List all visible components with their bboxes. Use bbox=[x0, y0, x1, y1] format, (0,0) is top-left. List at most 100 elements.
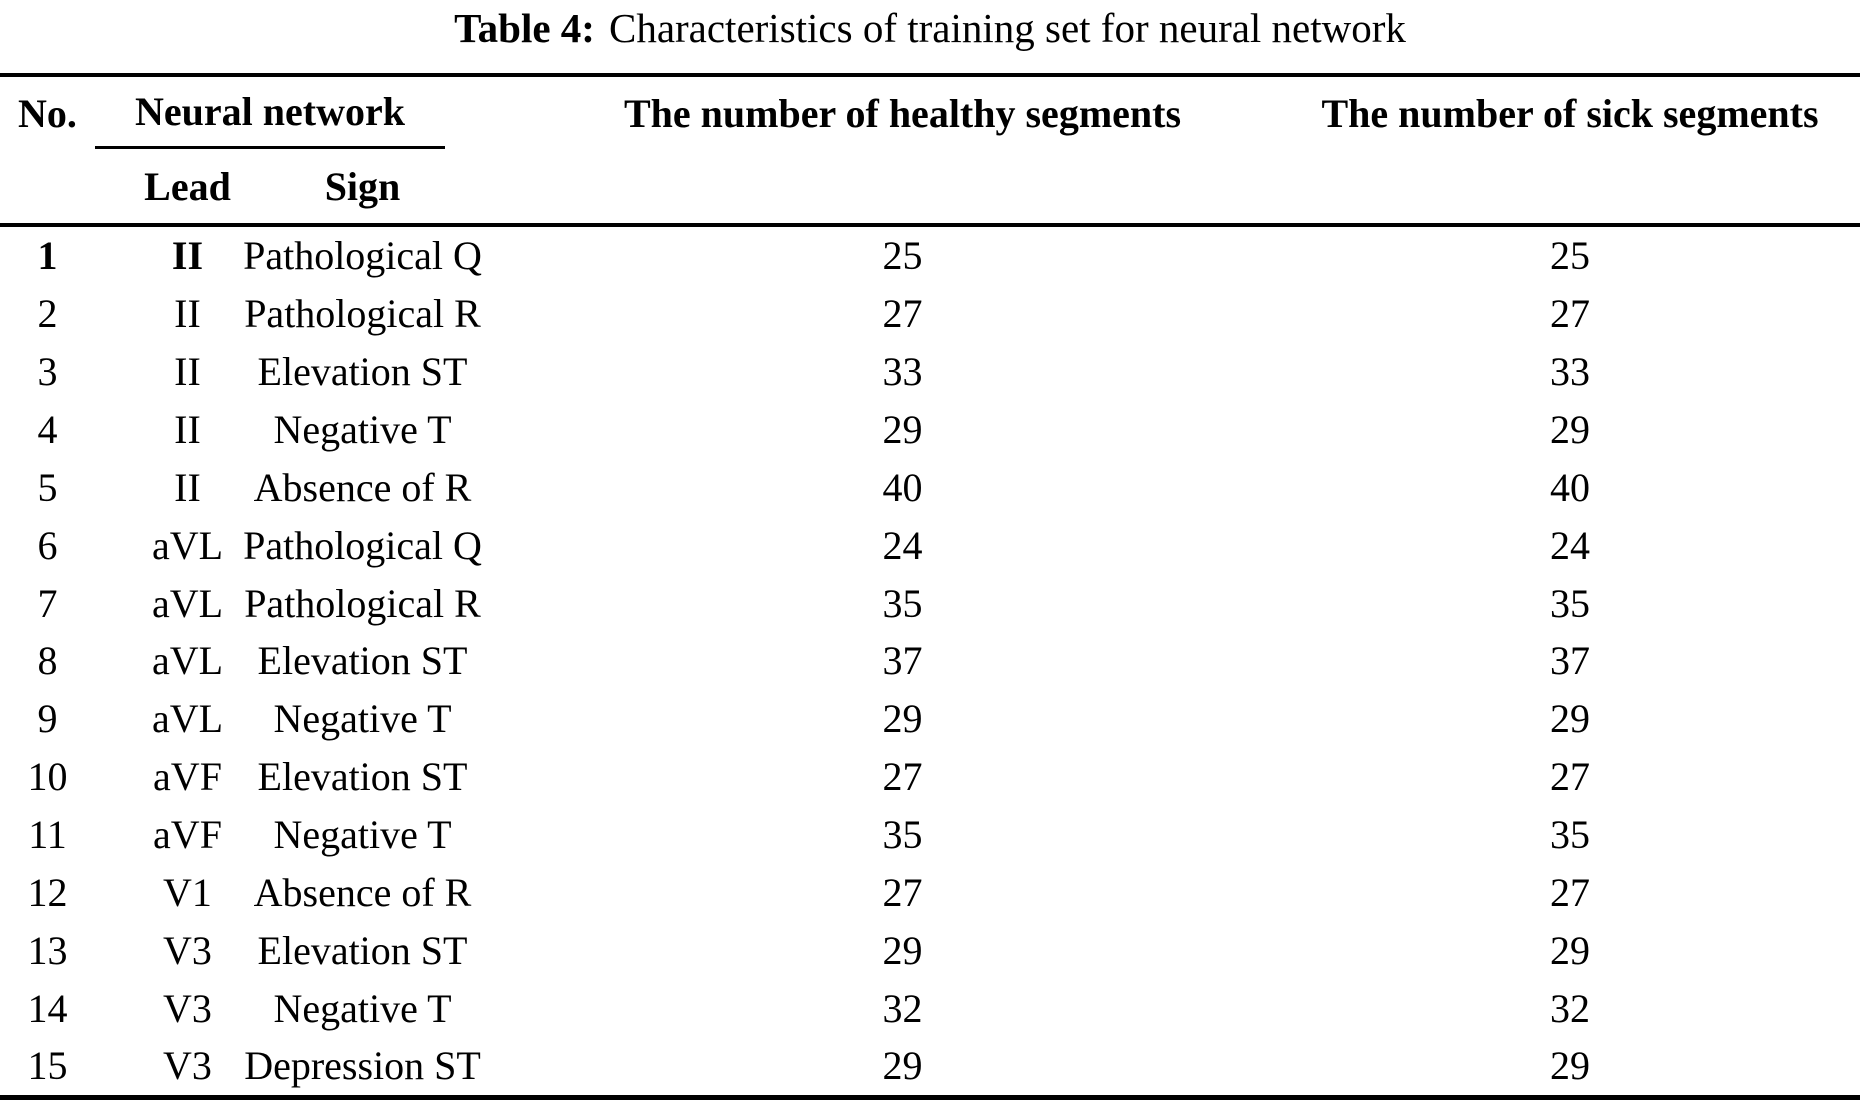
cell-healthy-segments: 33 bbox=[882, 349, 923, 395]
cell-healthy-segments: 32 bbox=[882, 985, 923, 1031]
cell-sign: Negative T bbox=[273, 407, 452, 452]
table-row: 10 aVF Elevation ST 27 27 bbox=[0, 748, 1860, 806]
cell-sick-segments: 35 bbox=[1550, 812, 1590, 858]
cell-healthy-segments: 25 bbox=[882, 233, 923, 279]
table-row: 9 aVL Negative T 29 29 bbox=[0, 690, 1860, 748]
cell-sick-segments: 32 bbox=[1550, 985, 1590, 1031]
table-row: 4 II Negative T 29 29 bbox=[0, 401, 1860, 459]
cell-no: 2 bbox=[37, 291, 58, 337]
cell-no: 15 bbox=[27, 1043, 68, 1089]
table-header-rule bbox=[0, 223, 1860, 227]
header-spacer-sick bbox=[1360, 149, 1860, 223]
table-row: 13 V3 Elevation ST 29 29 bbox=[0, 921, 1860, 979]
table-body: 1 II Pathological Q 25 25 2 II Pathologi… bbox=[0, 227, 1860, 1095]
cell-sick-segments: 27 bbox=[1550, 754, 1590, 800]
cell-healthy-segments: 29 bbox=[882, 1043, 923, 1089]
cell-lead: V3 bbox=[163, 927, 212, 973]
table-bottom-rule bbox=[0, 1094, 1860, 1100]
cell-sick-segments: 27 bbox=[1550, 869, 1590, 915]
cell-healthy-segments: 27 bbox=[882, 291, 923, 337]
cell-no: 10 bbox=[27, 754, 68, 800]
cell-no: 4 bbox=[37, 407, 58, 452]
cell-sick-segments: 37 bbox=[1550, 638, 1590, 684]
cell-sign: Elevation ST bbox=[257, 349, 468, 395]
cell-healthy-segments: 40 bbox=[882, 464, 923, 510]
cell-no: 7 bbox=[37, 580, 58, 626]
cell-healthy-segments: 29 bbox=[882, 927, 923, 973]
cell-no: 5 bbox=[37, 464, 58, 510]
column-header-healthy-segments: The number of healthy segments bbox=[623, 90, 1182, 136]
table-row: 7 aVL Pathological R 35 35 bbox=[0, 574, 1860, 632]
column-header-sign: Sign bbox=[324, 163, 401, 209]
cell-sick-segments: 27 bbox=[1550, 291, 1590, 337]
cell-sign: Depression ST bbox=[244, 1043, 481, 1089]
cell-lead: aVL bbox=[151, 522, 224, 568]
cell-sign: Absence of R bbox=[253, 869, 472, 915]
cell-healthy-segments: 35 bbox=[882, 812, 923, 858]
cell-sign: Elevation ST bbox=[257, 638, 468, 684]
table-header-row-2: Lead Sign bbox=[0, 149, 1860, 223]
cell-sign: Negative T bbox=[273, 696, 452, 742]
cell-lead: aVL bbox=[151, 580, 224, 626]
table-caption-text: Characteristics of training set for neur… bbox=[608, 5, 1406, 51]
cell-lead: II bbox=[174, 464, 201, 510]
table-top-rule bbox=[0, 73, 1860, 77]
cell-no: 12 bbox=[27, 869, 68, 915]
cell-lead: aVF bbox=[153, 812, 222, 858]
table-row: 2 II Pathological R 27 27 bbox=[0, 285, 1860, 343]
cell-healthy-segments: 27 bbox=[882, 869, 923, 915]
column-header-neural-network: Neural network bbox=[95, 77, 445, 149]
table-row: 1 II Pathological Q 25 25 bbox=[0, 227, 1860, 285]
table-row: 15 V3 Depression ST 29 29 bbox=[0, 1037, 1860, 1095]
cell-lead: aVL bbox=[151, 696, 224, 742]
cell-healthy-segments: 29 bbox=[882, 407, 923, 452]
cell-no: 9 bbox=[37, 696, 58, 742]
cell-lead: V3 bbox=[163, 1043, 212, 1089]
cell-no: 13 bbox=[27, 927, 68, 973]
cell-sign: Pathological R bbox=[244, 580, 481, 626]
table-row: 11 aVF Negative T 35 35 bbox=[0, 806, 1860, 864]
table-row: 14 V3 Negative T 32 32 bbox=[0, 979, 1860, 1037]
table-row: 5 II Absence of R 40 40 bbox=[0, 458, 1860, 516]
cell-healthy-segments: 24 bbox=[882, 522, 923, 568]
table-row: 6 aVL Pathological Q 24 24 bbox=[0, 516, 1860, 574]
header-spacer-no bbox=[0, 149, 95, 223]
cell-lead: aVF bbox=[153, 754, 222, 800]
cell-sign: Negative T bbox=[273, 812, 452, 858]
cell-sick-segments: 35 bbox=[1550, 580, 1590, 626]
cell-healthy-segments: 27 bbox=[882, 754, 923, 800]
column-header-no: No. bbox=[18, 90, 77, 136]
table-header-row-1: No. Neural network The number of healthy… bbox=[0, 77, 1860, 149]
cell-lead: II bbox=[171, 233, 204, 279]
cell-sign: Pathological Q bbox=[243, 522, 482, 568]
cell-no: 1 bbox=[37, 233, 58, 279]
cell-sick-segments: 24 bbox=[1550, 522, 1590, 568]
cell-healthy-segments: 35 bbox=[882, 580, 923, 626]
cell-sick-segments: 29 bbox=[1550, 927, 1590, 973]
cell-sign: Negative T bbox=[273, 985, 452, 1031]
cell-no: 14 bbox=[27, 985, 68, 1031]
table-row: 3 II Elevation ST 33 33 bbox=[0, 343, 1860, 401]
cell-lead: II bbox=[174, 349, 201, 395]
table-caption-label: Table 4: bbox=[454, 5, 595, 51]
cell-healthy-segments: 29 bbox=[882, 696, 923, 742]
cell-sign: Elevation ST bbox=[257, 754, 468, 800]
cell-sick-segments: 29 bbox=[1550, 696, 1590, 742]
cell-sign: Absence of R bbox=[253, 464, 472, 510]
cell-lead: II bbox=[174, 407, 201, 452]
cell-no: 6 bbox=[37, 522, 58, 568]
table-caption: Table 4: Characteristics of training set… bbox=[0, 0, 1860, 73]
cell-sick-segments: 29 bbox=[1550, 407, 1590, 452]
cell-healthy-segments: 37 bbox=[882, 638, 923, 684]
cell-sign: Elevation ST bbox=[257, 927, 468, 973]
cell-sign: Pathological Q bbox=[243, 233, 482, 279]
cell-lead: aVL bbox=[151, 638, 224, 684]
cell-lead: V1 bbox=[163, 869, 212, 915]
cell-sick-segments: 29 bbox=[1550, 1043, 1590, 1089]
table-row: 8 aVL Elevation ST 37 37 bbox=[0, 632, 1860, 690]
column-header-sick-segments: The number of sick segments bbox=[1321, 90, 1819, 136]
cell-lead: II bbox=[174, 291, 201, 337]
column-header-lead: Lead bbox=[144, 163, 231, 209]
cell-sign: Pathological R bbox=[244, 291, 481, 337]
cell-sick-segments: 33 bbox=[1550, 349, 1590, 395]
